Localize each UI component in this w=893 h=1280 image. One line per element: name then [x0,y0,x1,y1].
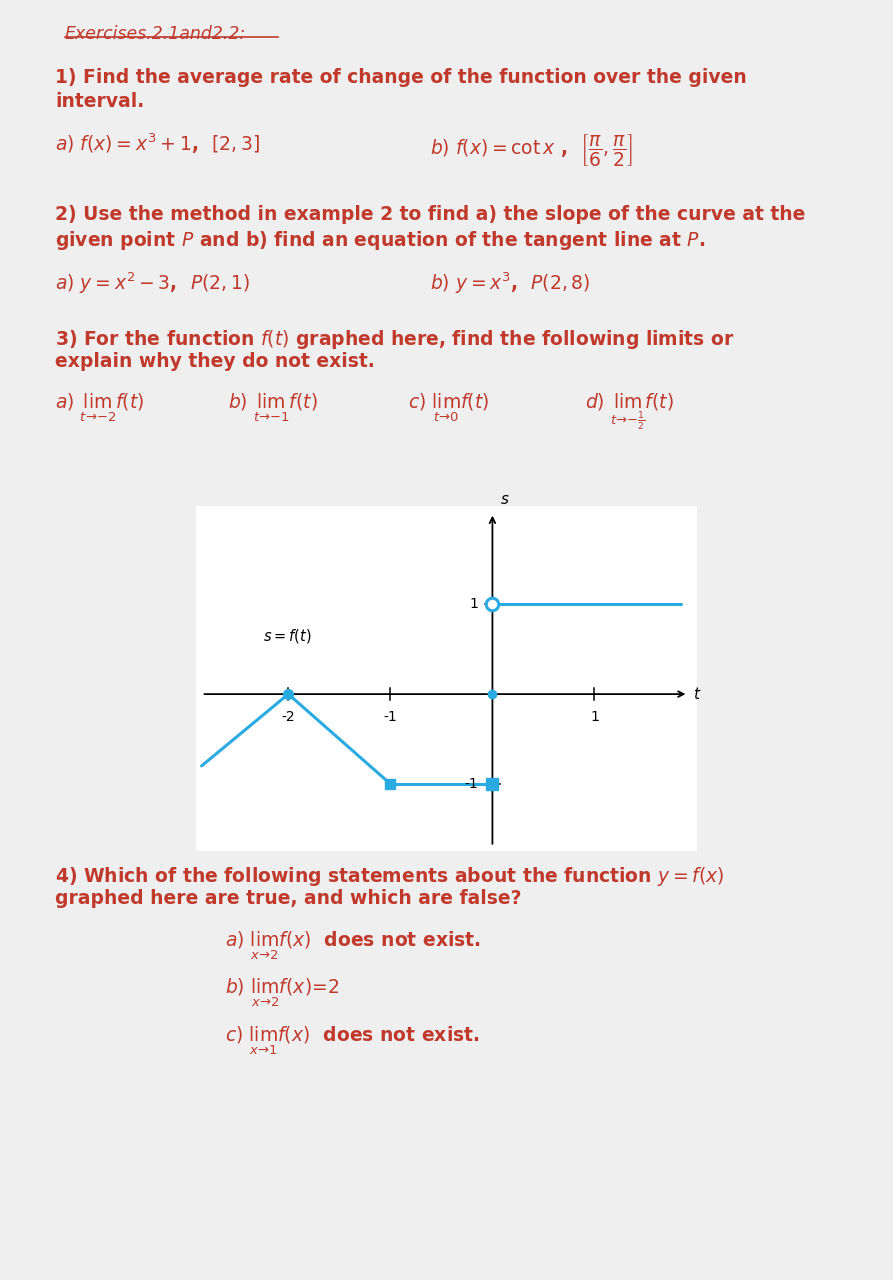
Text: $b)\ f(x) = \cot x$ ,  $\left[\dfrac{\pi}{6}, \dfrac{\pi}{2}\right]$: $b)\ f(x) = \cot x$ , $\left[\dfrac{\pi}… [430,132,633,168]
Text: $d)\ \lim_{t \to -\frac{1}{2}} f(t)$: $d)\ \lim_{t \to -\frac{1}{2}} f(t)$ [585,392,674,433]
Text: 1: 1 [469,598,478,612]
Text: $s = f(t)$: $s = f(t)$ [263,627,312,645]
Text: $t$: $t$ [694,686,702,703]
Text: 1: 1 [590,710,599,724]
Text: interval.: interval. [55,92,145,111]
Text: Exercises.2.1and2.2:: Exercises.2.1and2.2: [65,26,246,44]
Text: $c)\ \lim_{x \to 1} f(x)$  does not exist.: $c)\ \lim_{x \to 1} f(x)$ does not exist… [225,1025,480,1057]
Text: 2) Use the method in example 2 to find a) the slope of the curve at the: 2) Use the method in example 2 to find a… [55,205,805,224]
Text: $b)\ \lim_{t \to -1} f(t)$: $b)\ \lim_{t \to -1} f(t)$ [228,392,318,424]
Text: -2: -2 [281,710,295,724]
Text: 1) Find the average rate of change of the function over the given: 1) Find the average rate of change of th… [55,68,747,87]
Text: $a)\ \lim_{t \to -2} f(t)$: $a)\ \lim_{t \to -2} f(t)$ [55,392,145,424]
Text: -1: -1 [383,710,397,724]
Text: -1: -1 [464,777,478,791]
Text: graphed here are true, and which are false?: graphed here are true, and which are fal… [55,890,522,908]
Text: 3) For the function $f(t)$ graphed here, find the following limits or: 3) For the function $f(t)$ graphed here,… [55,328,735,351]
Text: $a)\ f(x) = x^3 + 1$,  $[2, 3]$: $a)\ f(x) = x^3 + 1$, $[2, 3]$ [55,132,260,156]
Text: $c)\ \lim_{t \to 0} f(t)$: $c)\ \lim_{t \to 0} f(t)$ [408,392,489,424]
Text: explain why they do not exist.: explain why they do not exist. [55,352,375,371]
Text: $a)\ y = x^2 - 3$,  $P(2, 1)$: $a)\ y = x^2 - 3$, $P(2, 1)$ [55,270,250,296]
Text: $s$: $s$ [499,493,509,507]
Text: given point $P$ and b) find an equation of the tangent line at $P$.: given point $P$ and b) find an equation … [55,229,705,252]
Text: $b)\ \lim_{x \to 2} f(x) = 2$: $b)\ \lim_{x \to 2} f(x) = 2$ [225,977,339,1010]
Text: 4) Which of the following statements about the function $y = f(x)$: 4) Which of the following statements abo… [55,865,724,888]
Text: $b)\ y = x^3$,  $P(2, 8)$: $b)\ y = x^3$, $P(2, 8)$ [430,270,590,296]
Text: $a)\ \lim_{x \to 2} f(x)$  does not exist.: $a)\ \lim_{x \to 2} f(x)$ does not exist… [225,931,480,963]
